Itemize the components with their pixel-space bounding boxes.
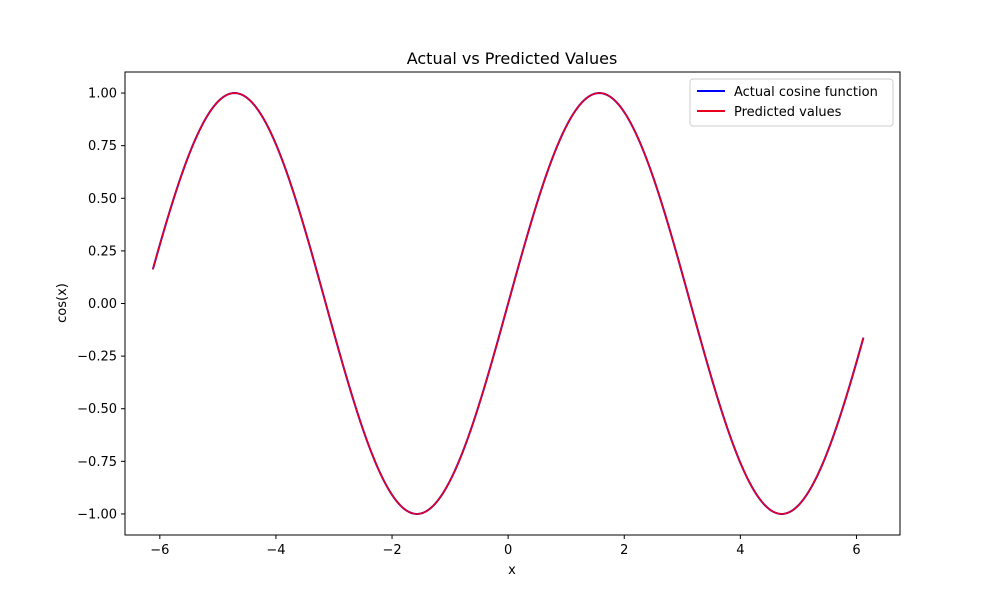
y-tick-label: 0.00	[88, 297, 117, 312]
x-axis-label: x	[508, 563, 516, 578]
y-axis-label: cos(x)	[55, 283, 70, 323]
chart-title: Actual vs Predicted Values	[407, 49, 618, 68]
x-tick-label: −4	[266, 543, 285, 558]
x-tick-label: 2	[620, 543, 628, 558]
legend-box	[689, 78, 894, 127]
y-tick-label: −0.25	[77, 350, 117, 365]
series-line-predicted	[152, 92, 865, 515]
x-axis-ticks: −6 −4 −2 0 2 4 6	[150, 535, 861, 558]
y-tick-label: 0.50	[88, 192, 117, 207]
x-tick-label: 4	[736, 543, 744, 558]
y-axis-ticks: 1.00 0.75 0.50 0.25 0.00 −0.25 −0.50 −0.75 −1.00	[77, 87, 125, 522]
x-tick-label: 0	[504, 543, 512, 558]
x-tick-label: −2	[382, 543, 401, 558]
plot-area-frame	[124, 71, 901, 536]
legend-label-predicted: Predicted values	[734, 105, 842, 120]
y-tick-label: 1.00	[88, 87, 117, 102]
x-tick-label: −6	[150, 543, 169, 558]
series-layer	[151, 92, 865, 515]
y-tick-label: 0.25	[88, 244, 117, 259]
y-tick-label: −0.50	[77, 402, 117, 417]
y-tick-label: 0.75	[88, 139, 117, 154]
legend-label-actual: Actual cosine function	[734, 85, 878, 100]
y-tick-label: −0.75	[77, 455, 117, 470]
y-tick-label: −1.00	[77, 507, 117, 522]
x-tick-label: 6	[852, 543, 860, 558]
legend: Actual cosine function Predicted values	[689, 78, 894, 127]
